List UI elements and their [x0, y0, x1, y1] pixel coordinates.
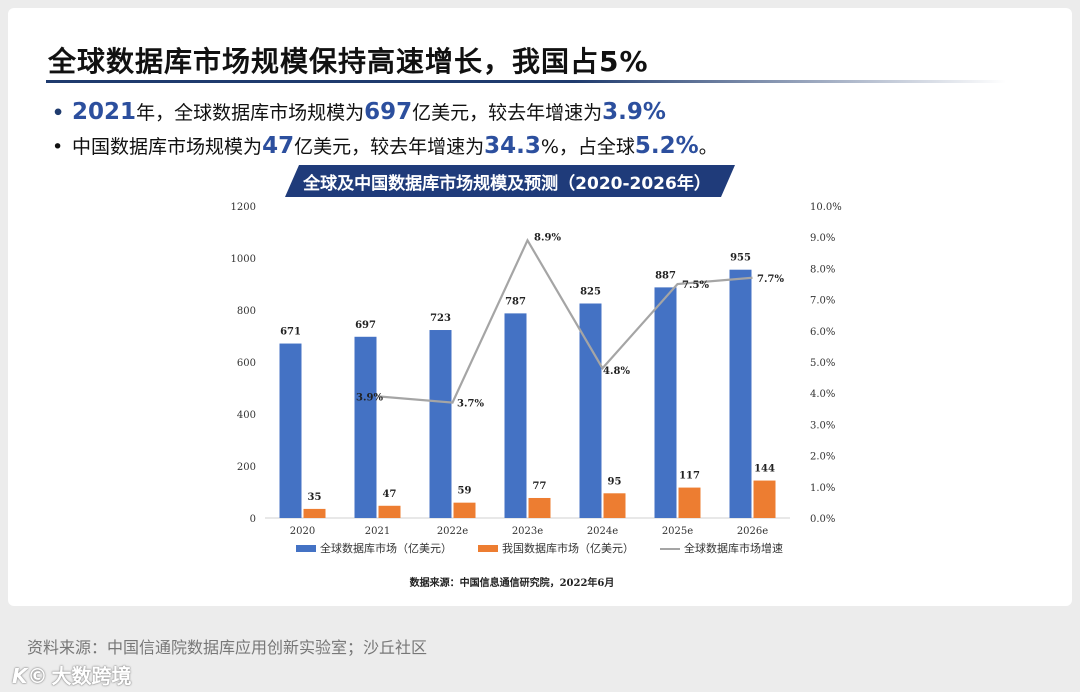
bar-global-value-label: 825 [580, 287, 601, 298]
y-right-tick-label: 9.0% [810, 233, 835, 244]
bar-china [528, 497, 551, 518]
y-right-tick-label: 10.0% [810, 202, 842, 213]
bullet-highlight: 34.3 [484, 133, 541, 159]
legend-label-growth: 全球数据库市场增速 [684, 541, 783, 555]
bullet-text: 中国数据库市场规模为 [72, 136, 263, 158]
market-size-chart: 0 200 400 600 800 1000 1200 0.0% 1.0% 2.0% 3.0% 4.0… [231, 202, 842, 589]
y-left-tick-label: 600 [237, 358, 256, 369]
y-right-tick-label: 5.0% [810, 358, 835, 369]
bar-china [378, 505, 401, 518]
bar-global [429, 330, 452, 518]
bar-china-value-label: 47 [383, 489, 397, 500]
x-tick-label: 2026e [737, 526, 768, 537]
x-tick-label: 2025e [662, 526, 693, 537]
y-left-tick-label: 0 [250, 514, 256, 525]
bullet-text: %，占全球 [540, 136, 635, 158]
chart-title: 全球及中国数据库市场规模及预测（2020-2026年） [303, 174, 711, 194]
bullet-text: 亿美元，较去年增速为 [294, 136, 485, 158]
legend-label-global: 全球数据库市场（亿美元） [320, 541, 452, 555]
y-right-tick-label: 0.0% [810, 514, 835, 525]
bullet-text: 年，全球数据库市场规模为 [136, 102, 365, 124]
bullet-china: • 中国数据库市场规模为47亿美元，较去年增速为34.3%，占全球5.2%。 [52, 132, 718, 159]
y-right-tick-label: 8.0% [810, 264, 835, 275]
brand-name: 大数跨境 [51, 664, 132, 688]
bar-china [753, 480, 776, 518]
bullet-highlight: 47 [262, 133, 295, 159]
y-right-tick-label: 4.0% [810, 389, 835, 400]
growth-line [377, 237, 753, 404]
bar-china-value-label: 117 [679, 471, 700, 482]
brand-logo-icon: K© [12, 664, 48, 688]
legend-swatch-china [478, 545, 498, 552]
y-right-tick-label: 7.0% [810, 296, 835, 307]
bar-global-value-label: 723 [430, 313, 451, 324]
y-right-tick-label: 2.0% [810, 452, 835, 463]
title-underline [46, 80, 1006, 83]
bullet-text: 。 [698, 136, 718, 158]
chart-source-note: 数据来源：中国信息通信研究院，2022年6月 [410, 576, 615, 589]
bar-china-value-label: 35 [308, 492, 322, 503]
x-tick-label: 2023e [512, 526, 543, 537]
bar-global-value-label: 955 [730, 253, 751, 264]
bar-china-value-label: 59 [458, 486, 472, 497]
bullet-highlight: 5.2% [634, 133, 699, 159]
growth-value-label: 8.9% [534, 232, 561, 243]
brand-logo: K© 大数跨境 [12, 660, 132, 689]
y-left-tick-label: 1000 [231, 254, 256, 265]
page-title: 全球数据库市场规模保持高速增长，我国占5% [48, 45, 649, 78]
bar-china-value-label: 95 [608, 476, 622, 487]
bar-global-value-label: 697 [355, 320, 376, 331]
bar-global [729, 269, 752, 518]
y-right-tick-label: 3.0% [810, 420, 835, 431]
chart-title-banner [285, 165, 735, 197]
footer-source: 资料来源：中国信通院数据库应用创新实验室；沙丘社区 [27, 638, 428, 657]
y-left-tick-label: 400 [237, 410, 256, 421]
y-left-tick-label: 800 [237, 306, 256, 317]
y-left-tick-label: 200 [237, 462, 256, 473]
bar-global [504, 313, 527, 518]
x-tick-label: 2022e [437, 526, 468, 537]
bullet-highlight: 2021 [72, 99, 137, 125]
bullet-global: • 2021年，全球数据库市场规模为697亿美元，较去年增速为3.9% [52, 98, 666, 125]
bar-china [603, 493, 626, 518]
y-right-tick-label: 6.0% [810, 327, 835, 338]
bar-global [354, 336, 377, 518]
bullet-highlight: 3.9% [602, 99, 666, 125]
growth-value-label: 3.9% [356, 392, 383, 403]
y-right-tick-label: 1.0% [810, 483, 835, 494]
legend-swatch-global [296, 545, 316, 552]
bullet-highlight: 697 [364, 99, 413, 125]
bar-china [678, 487, 701, 518]
bar-global-value-label: 887 [655, 270, 676, 281]
bar-china-value-label: 77 [533, 481, 547, 492]
bar-global [654, 287, 677, 518]
growth-value-label: 7.7% [757, 274, 784, 285]
x-tick-label: 2024e [587, 526, 618, 537]
legend-label-china: 我国数据库市场（亿美元） [502, 541, 634, 555]
bullet-marker: • [52, 102, 65, 124]
growth-value-label: 3.7% [457, 399, 484, 410]
bullet-text: 亿美元，较去年增速为 [412, 102, 603, 124]
bar-global-value-label: 787 [505, 296, 526, 307]
x-tick-label: 2020 [290, 526, 315, 537]
bullet-marker: • [52, 136, 64, 158]
growth-value-label: 7.5% [682, 280, 709, 291]
bar-china-value-label: 144 [754, 464, 775, 475]
y-left-tick-label: 1200 [231, 202, 256, 213]
bar-global-value-label: 671 [280, 327, 301, 338]
growth-value-label: 4.8% [603, 366, 630, 377]
bar-china [453, 502, 476, 518]
x-tick-label: 2021 [365, 526, 390, 537]
bar-global [279, 343, 302, 518]
bar-china [303, 508, 326, 518]
